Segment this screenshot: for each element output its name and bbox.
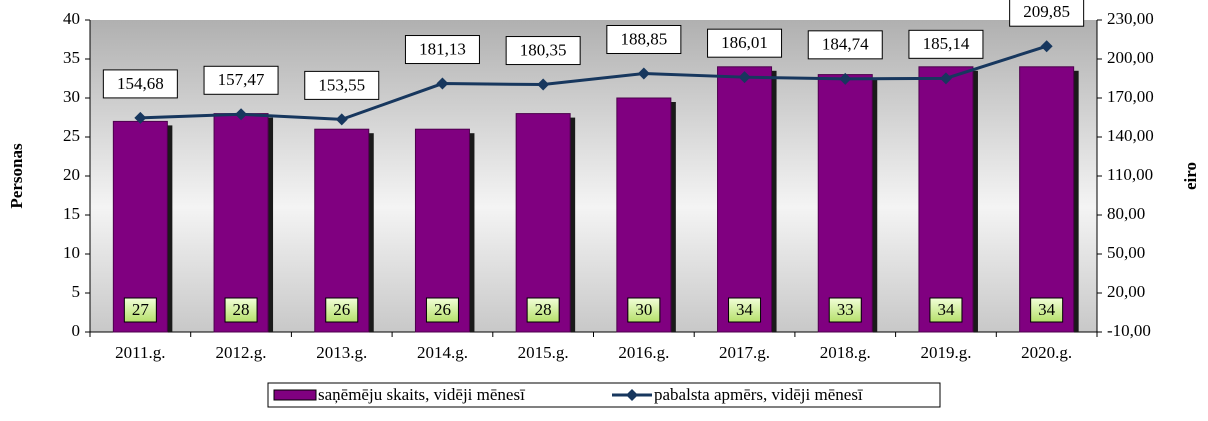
bar-label: 33 bbox=[837, 300, 854, 319]
line-label-box bbox=[1009, 0, 1085, 27]
y-tick-label: 15 bbox=[63, 204, 80, 223]
y-tick-label: 30 bbox=[63, 87, 80, 106]
bar bbox=[616, 97, 672, 333]
y2-tick-label: 50,00 bbox=[1107, 243, 1145, 262]
x-tick-label: 2017.g. bbox=[719, 343, 770, 362]
x-tick-label: 2019.g. bbox=[920, 343, 971, 362]
y-axis-label: Personas bbox=[7, 143, 26, 209]
line-label-box bbox=[102, 69, 178, 99]
line-marker bbox=[235, 108, 248, 121]
y-tick-label: 0 bbox=[72, 321, 81, 340]
bar bbox=[817, 74, 873, 333]
line-label: 153,55 bbox=[318, 75, 365, 94]
x-tick-label: 2015.g. bbox=[518, 343, 569, 362]
line-label-box bbox=[505, 36, 581, 66]
y-tick-label: 20 bbox=[63, 165, 80, 184]
bar-label: 34 bbox=[736, 300, 754, 319]
x-tick-label: 2016.g. bbox=[618, 343, 669, 362]
line-marker bbox=[1040, 40, 1053, 53]
x-tick-label: 2014.g. bbox=[417, 343, 468, 362]
y2-tick-label: 230,00 bbox=[1107, 9, 1154, 28]
y-tick-label: 10 bbox=[63, 243, 80, 262]
y2-axis-label: eiro bbox=[1181, 162, 1200, 190]
bar-label: 34 bbox=[937, 300, 955, 319]
line-label-box bbox=[404, 35, 480, 65]
bar-label: 27 bbox=[132, 300, 150, 319]
line-marker bbox=[939, 72, 952, 85]
line-label: 184,74 bbox=[822, 35, 869, 54]
y2-tick-label: 170,00 bbox=[1107, 87, 1154, 106]
line-label-box bbox=[908, 29, 984, 59]
line-marker bbox=[839, 72, 852, 85]
line-label-box bbox=[203, 65, 279, 95]
line-label-box bbox=[707, 28, 783, 58]
bar-label-box bbox=[325, 297, 359, 323]
y-tick-label: 25 bbox=[63, 126, 80, 145]
bar-label: 34 bbox=[1038, 300, 1056, 319]
y2-tick-label: 110,00 bbox=[1107, 165, 1153, 184]
line-label-box bbox=[807, 30, 883, 60]
bar bbox=[1019, 66, 1075, 333]
y2-tick-label: -10,00 bbox=[1107, 321, 1151, 340]
bar-label-box bbox=[224, 297, 258, 323]
y-tick-label: 5 bbox=[72, 282, 81, 301]
bar-label-box bbox=[123, 297, 157, 323]
x-tick-label: 2013.g. bbox=[316, 343, 367, 362]
y2-tick-label: 200,00 bbox=[1107, 48, 1154, 67]
line-label: 157,47 bbox=[218, 70, 265, 89]
line-label: 186,01 bbox=[721, 33, 768, 52]
bar-label-box bbox=[627, 297, 661, 323]
bar-label-box bbox=[828, 297, 862, 323]
line bbox=[140, 44, 1048, 121]
line-label: 188,85 bbox=[620, 29, 667, 48]
x-tick-label: 2011.g. bbox=[115, 343, 165, 362]
legend-label: pabalsta apmērs, vidēji mēnesī bbox=[654, 385, 863, 404]
bar-label: 28 bbox=[535, 300, 552, 319]
bar-label: 30 bbox=[635, 300, 652, 319]
bar-label-box bbox=[929, 297, 963, 323]
bar bbox=[918, 66, 974, 333]
line-label: 209,85 bbox=[1023, 2, 1070, 21]
bar-label: 26 bbox=[434, 300, 451, 319]
bar-label-box bbox=[425, 297, 459, 323]
y-tick-label: 40 bbox=[63, 9, 80, 28]
line-label: 185,14 bbox=[923, 34, 970, 53]
legend-swatch bbox=[273, 389, 317, 401]
y-tick-label: 35 bbox=[63, 48, 80, 67]
y2-tick-label: 20,00 bbox=[1107, 282, 1145, 301]
bar bbox=[717, 66, 773, 333]
line-marker bbox=[134, 111, 147, 124]
bar-label-box bbox=[1030, 297, 1064, 323]
x-tick-label: 2020.g. bbox=[1021, 343, 1072, 362]
bar-label-box bbox=[728, 297, 762, 323]
line-label-box bbox=[606, 24, 682, 54]
y2-tick-label: 80,00 bbox=[1107, 204, 1145, 223]
line-marker bbox=[436, 77, 449, 90]
line-label-box bbox=[304, 70, 380, 100]
line-marker bbox=[537, 78, 550, 91]
line-marker bbox=[637, 67, 650, 80]
line-label: 180,35 bbox=[520, 40, 567, 59]
bar-label-box bbox=[526, 297, 560, 323]
line-label: 154,68 bbox=[117, 74, 164, 93]
legend-label: saņēmēju skaits, vidēji mēnesī bbox=[318, 385, 525, 404]
line-marker bbox=[335, 113, 348, 126]
bar bbox=[515, 113, 571, 333]
bar-label: 28 bbox=[233, 300, 250, 319]
bar bbox=[112, 120, 168, 333]
y2-tick-label: 140,00 bbox=[1107, 126, 1154, 145]
legend-marker bbox=[626, 389, 638, 401]
bar-label: 26 bbox=[333, 300, 350, 319]
x-tick-label: 2018.g. bbox=[820, 343, 871, 362]
bar bbox=[213, 113, 269, 333]
line-label: 181,13 bbox=[419, 39, 466, 58]
x-tick-label: 2012.g. bbox=[216, 343, 267, 362]
legend bbox=[267, 382, 941, 408]
line-marker bbox=[738, 71, 751, 84]
